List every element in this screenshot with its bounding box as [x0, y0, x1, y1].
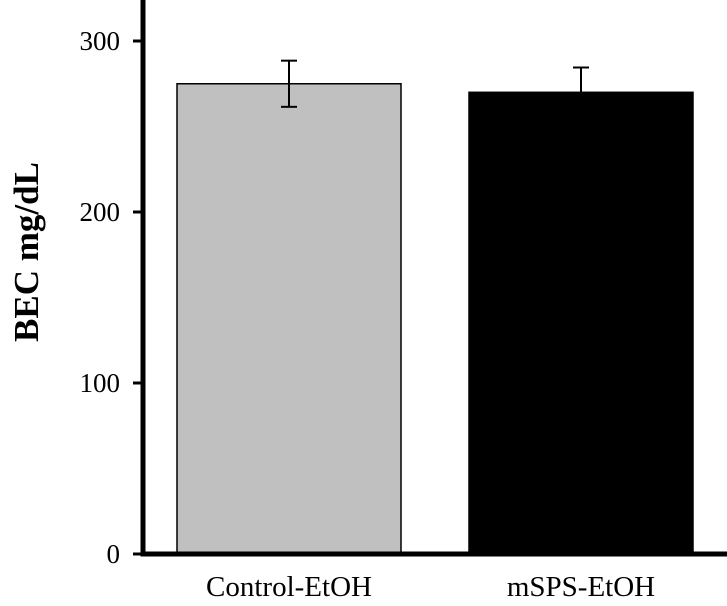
y-ticks-group: 0 100 200 300	[80, 26, 143, 569]
x-tick-label-1: mSPS-EtOH	[507, 571, 655, 603]
y-tick-label-2: 200	[80, 197, 121, 227]
bar-0	[176, 83, 402, 555]
bar-1	[468, 91, 694, 555]
y-tick-label-0: 0	[107, 539, 121, 569]
y-tick-label-1: 100	[80, 368, 121, 398]
axes-group	[140, 0, 727, 557]
x-tick-label-0: Control-EtOH	[206, 571, 372, 603]
y-tick-label-3: 300	[80, 26, 121, 56]
bars-group	[176, 83, 694, 555]
error-bars-group	[281, 59, 589, 119]
x-labels-group: Control-EtOH mSPS-EtOH	[206, 571, 655, 603]
y-axis-title: BEC mg/dL	[7, 162, 46, 342]
